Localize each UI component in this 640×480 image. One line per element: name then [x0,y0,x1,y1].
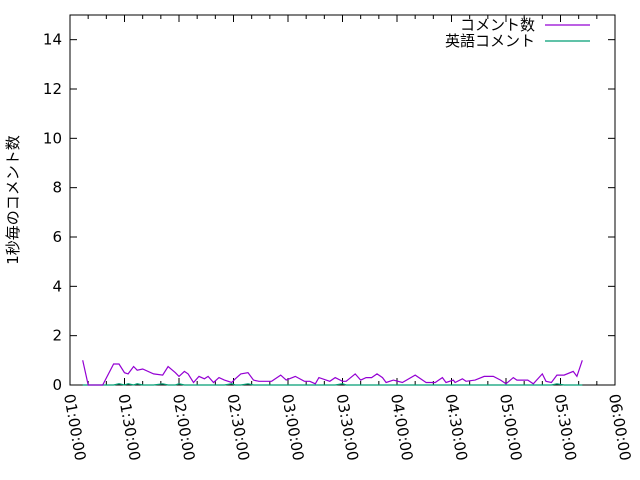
y-tick-label: 4 [52,277,62,295]
series-line [82,383,583,386]
y-tick-label: 0 [52,376,62,394]
y-tick-label: 8 [52,179,62,197]
legend-label: コメント数 [460,16,535,34]
legend-label: 英語コメント [445,32,535,50]
x-tick-label: 02:30:00 [224,393,253,462]
y-axis-label: 1秒毎のコメント数 [4,135,22,265]
x-tick-label: 04:00:00 [387,393,416,462]
y-tick-label: 12 [43,80,62,98]
x-tick-label: 01:00:00 [60,393,89,462]
y-tick-label: 10 [43,129,62,147]
y-tick-label: 2 [52,327,62,345]
x-tick-label: 01:30:00 [115,393,144,462]
axes: 0 2 4 6 8 10 12 14 01:00:00 01:30:00 02:00:00 02:30… [43,14,634,462]
y-tick-label: 14 [43,31,62,49]
x-tick-label: 03:00:00 [278,393,307,462]
x-tick-label: 06:00:00 [605,393,634,462]
x-tick-label: 05:30:00 [551,393,580,462]
x-tick-label: 04:30:00 [442,393,471,462]
series-line [82,360,583,386]
x-tick-label: 03:30:00 [333,393,362,462]
x-tick-label: 05:00:00 [496,393,525,462]
x-tick-label: 02:00:00 [169,393,198,462]
series-group [82,360,583,386]
plot-border [69,14,616,386]
y-tick-label: 6 [52,228,62,246]
